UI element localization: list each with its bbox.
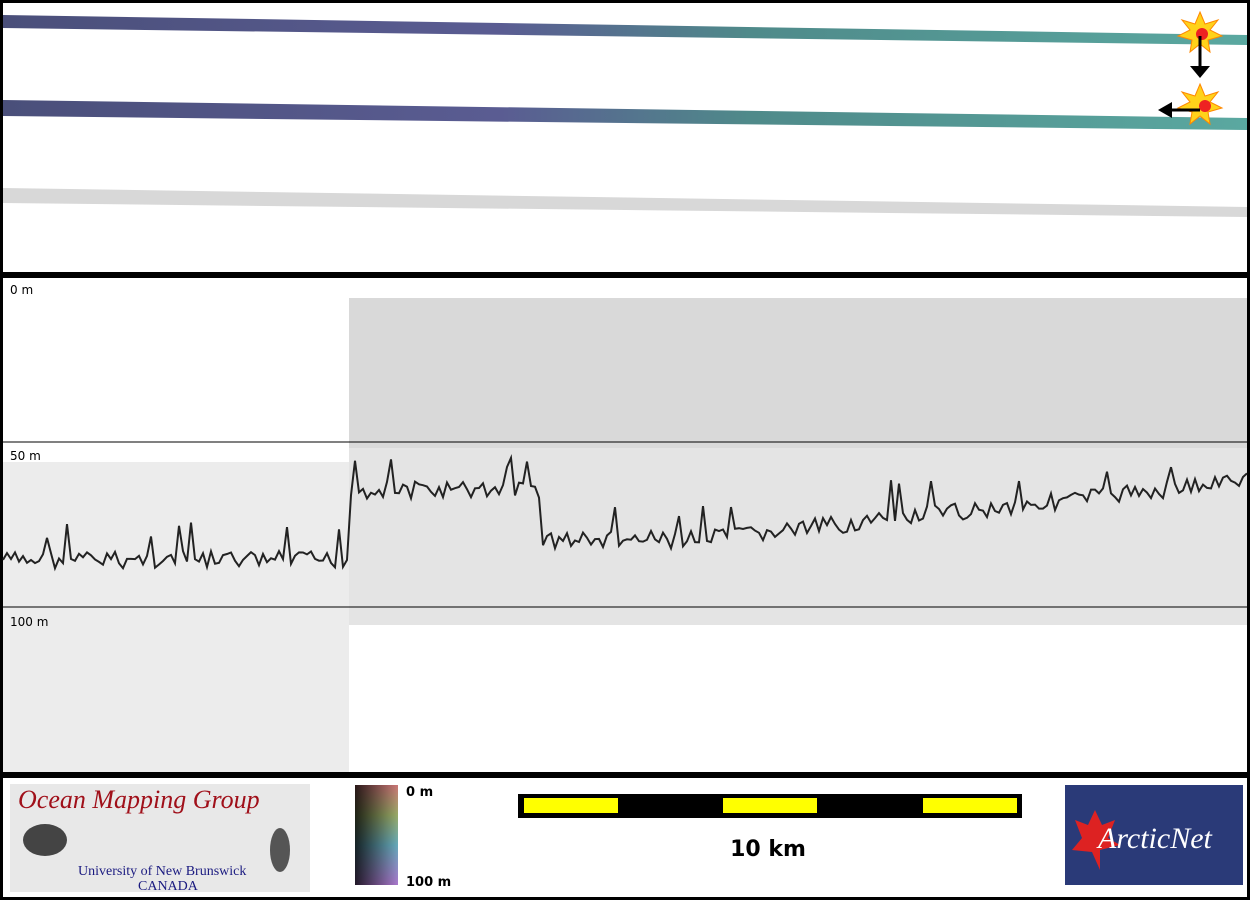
logo-title: Ocean Mapping Group xyxy=(18,785,260,814)
depth-label: 0 m xyxy=(10,283,33,297)
swath xyxy=(3,15,1247,45)
maple-leaf xyxy=(1072,810,1120,870)
scale-label: 10 km xyxy=(730,837,806,862)
depth-label: 100 m xyxy=(10,615,48,629)
ship-marker xyxy=(1158,10,1224,126)
swath xyxy=(3,100,1247,130)
swath-backscatter xyxy=(3,188,1247,217)
logo-text: CANADA xyxy=(138,879,199,894)
partner-logo-text: ArcticNet xyxy=(1096,822,1213,855)
scale-segment xyxy=(723,798,817,813)
colorbar-label: 0 m xyxy=(406,785,433,800)
map-panel xyxy=(3,3,1247,272)
logo-text: University of New Brunswick xyxy=(78,864,246,879)
logo-image xyxy=(270,828,290,872)
scale-segment xyxy=(524,798,618,813)
scale-segment xyxy=(923,798,1017,813)
logo-image xyxy=(23,824,67,856)
colorbar-shade xyxy=(355,785,398,885)
colorbar-label: 100 m xyxy=(406,875,451,890)
echogram xyxy=(3,462,349,772)
seafloor-echo xyxy=(2,454,1248,572)
echogram-noise xyxy=(349,298,1247,448)
depth-label: 50 m xyxy=(10,449,41,463)
